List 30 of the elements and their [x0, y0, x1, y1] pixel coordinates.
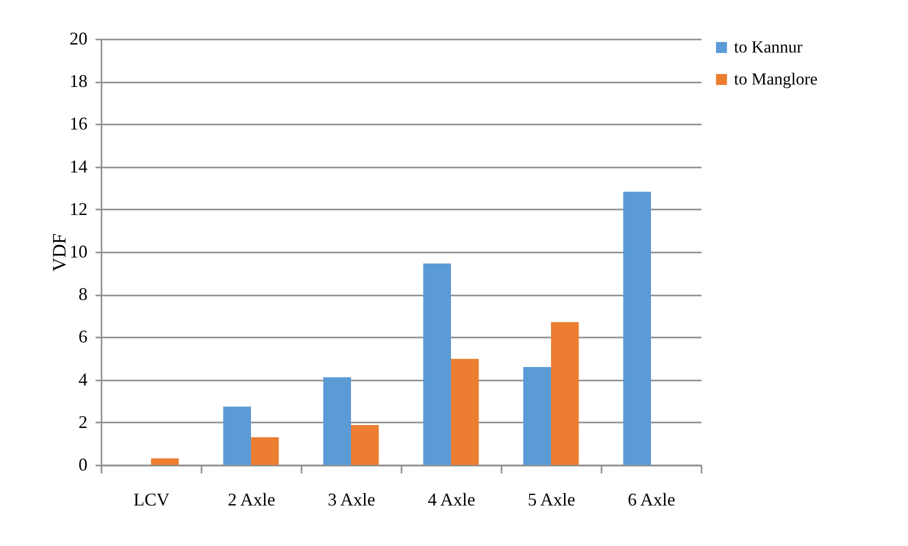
bar	[623, 192, 651, 465]
legend-label: to Kannur	[734, 38, 803, 56]
x-tick-label: 2 Axle	[228, 490, 276, 510]
y-axis-title: VDF	[50, 233, 70, 272]
y-tick-label: 2	[78, 412, 88, 432]
x-tick-label: LCV	[134, 490, 170, 510]
bar	[251, 437, 279, 465]
y-tick-label: 4	[78, 369, 88, 390]
bar	[151, 458, 179, 465]
bar	[423, 264, 451, 465]
bar	[523, 367, 551, 465]
x-tick-label: 5 Axle	[528, 490, 576, 510]
y-tick-label: 0	[78, 454, 88, 474]
y-tick-label: 8	[78, 284, 88, 304]
y-tick-label: 16	[70, 114, 88, 134]
bar	[351, 424, 379, 465]
y-tick-label: 20	[70, 28, 88, 48]
x-tick-label: 6 Axle	[628, 490, 676, 510]
y-tick-label: 18	[70, 71, 88, 92]
legend-label: to Manglore	[734, 70, 818, 88]
y-tick-label: 6	[78, 326, 88, 347]
bar	[323, 377, 351, 465]
x-tick-label: 4 Axle	[428, 490, 476, 510]
bar	[223, 406, 251, 465]
y-tick-label: 10	[70, 242, 88, 262]
bar	[451, 358, 479, 465]
y-tick-label: 12	[70, 198, 88, 219]
x-tick-label: 3 Axle	[328, 490, 376, 510]
bar	[551, 322, 579, 465]
y-tick-label: 14	[70, 156, 88, 176]
